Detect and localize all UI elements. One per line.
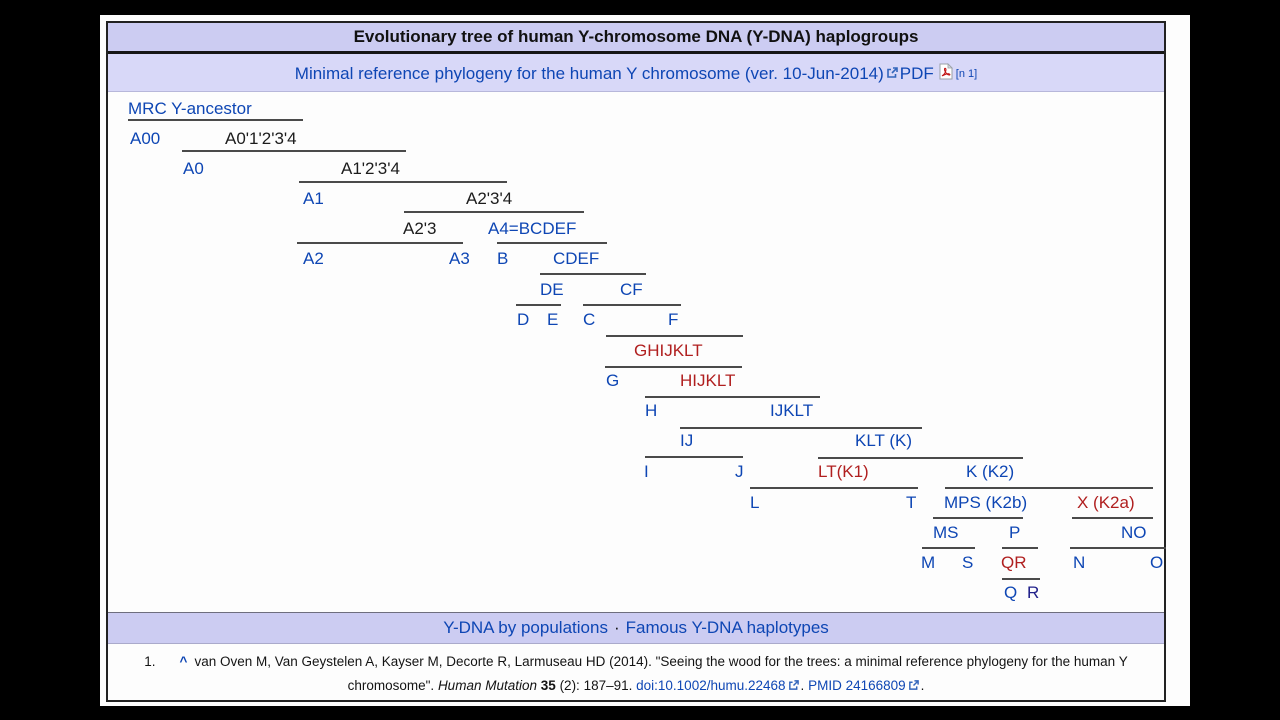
- haplogroup-l[interactable]: L: [750, 493, 760, 512]
- tree-branch-line: [1002, 547, 1038, 549]
- tree-branch-line: [297, 242, 463, 244]
- haplogroup-a1[interactable]: A1: [303, 189, 324, 208]
- footer-nav-bar: Y-DNA by populations · Famous Y-DNA hapl…: [108, 612, 1164, 644]
- haplogroup-k-k2[interactable]: K (K2): [966, 462, 1015, 481]
- external-link-icon[interactable]: [886, 64, 898, 84]
- haplogroup-ms[interactable]: MS: [933, 523, 959, 542]
- tree-branch-line: [1072, 517, 1153, 519]
- haplogroup-o[interactable]: O: [1150, 553, 1164, 572]
- haplogroup-m[interactable]: M: [921, 553, 936, 572]
- haplogroup-t[interactable]: T: [906, 493, 917, 512]
- phylogeny-external-link[interactable]: Minimal reference phylogeny for the huma…: [294, 63, 884, 83]
- page-background: [100, 15, 1190, 706]
- haplogroup-a3[interactable]: A3: [449, 249, 470, 268]
- haplogroup-p[interactable]: P: [1009, 523, 1021, 542]
- haplogroup-r[interactable]: R: [1027, 583, 1040, 602]
- page-title: Evolutionary tree of human Y-chromosome …: [353, 27, 919, 46]
- title-bar: Evolutionary tree of human Y-chromosome …: [108, 23, 1164, 54]
- tree-branch-line: [404, 211, 584, 213]
- haplogroup-cf[interactable]: CF: [620, 280, 643, 299]
- haplogroup-a4-bcdef[interactable]: A4=BCDEF: [488, 219, 577, 238]
- haplogroup-x-k2a: X (K2a): [1077, 493, 1135, 512]
- haplogroup-a0[interactable]: A0: [183, 159, 204, 178]
- haplogroup-a2-3: A2'3: [403, 219, 437, 238]
- tree-branch-line: [583, 304, 681, 306]
- tree-branch-line: [680, 427, 922, 429]
- journal-name: Human Mutation: [437, 678, 537, 693]
- tree-branch-line: [933, 517, 1023, 519]
- tree-branch-line: [497, 242, 607, 244]
- reference-line-1: 1. ^ van Oven M, Van Geystelen A, Kayser M…: [108, 650, 1164, 674]
- tree-branch-line: [606, 335, 743, 337]
- haplogroup-mps-k2b[interactable]: MPS (K2b): [944, 493, 1028, 512]
- haplogroup-lt-k1: LT(K1): [818, 462, 869, 481]
- haplogroup-q[interactable]: Q: [1004, 583, 1018, 602]
- haplogroup-a2-3-4: A2'3'4: [466, 189, 513, 208]
- pdf-file-icon[interactable]: [939, 62, 953, 85]
- haplogroup-g[interactable]: G: [606, 371, 620, 390]
- tree-branch-line: [182, 150, 406, 152]
- haplogroup-f[interactable]: F: [668, 310, 679, 329]
- reference-number: 1.: [144, 654, 156, 669]
- tree-branch-line: [818, 457, 1023, 459]
- doi-link[interactable]: doi:10.1002/humu.22468: [636, 678, 786, 693]
- haplogroup-qr: QR: [1001, 553, 1027, 572]
- ydna-by-populations-link[interactable]: Y-DNA by populations: [443, 618, 608, 637]
- haplogroup-de[interactable]: DE: [540, 280, 564, 299]
- infobox-border: [106, 21, 1166, 702]
- haplogroup-a00[interactable]: A00: [130, 129, 161, 148]
- external-link-icon: [788, 675, 799, 699]
- haplogroup-n[interactable]: N: [1073, 553, 1086, 572]
- tree-branch-line: [945, 487, 1153, 489]
- doi-period: .: [800, 678, 805, 693]
- haplogroup-a0-1-2-3-4: A0'1'2'3'4: [225, 129, 297, 148]
- reference-backlink[interactable]: ^: [179, 654, 188, 669]
- haplogroup-j[interactable]: J: [735, 462, 744, 481]
- tree-branch-line: [516, 304, 561, 306]
- haplogroup-no[interactable]: NO: [1121, 523, 1147, 542]
- haplogroup-b[interactable]: B: [497, 249, 509, 268]
- tree-branch-line: [645, 396, 820, 398]
- pmid-period: .: [920, 678, 925, 693]
- haplogroup-ghijklt: GHIJKLT: [634, 341, 703, 360]
- tree-branch-line: [128, 119, 303, 121]
- haplogroup-i[interactable]: I: [644, 462, 649, 481]
- haplogroup-s[interactable]: S: [962, 553, 974, 572]
- subtitle-bar: Minimal reference phylogeny for the huma…: [108, 54, 1164, 92]
- haplogroup-h[interactable]: H: [645, 401, 658, 420]
- haplogroup-c[interactable]: C: [583, 310, 596, 329]
- haplogroup-hijklt: HIJKLT: [680, 371, 736, 390]
- haplogroup-ijklt[interactable]: IJKLT: [770, 401, 814, 420]
- haplogroup-a2[interactable]: A2: [303, 249, 324, 268]
- tree-branch-line: [299, 181, 507, 183]
- famous-haplotypes-link[interactable]: Famous Y-DNA haplotypes: [625, 618, 829, 637]
- haplogroup-e[interactable]: E: [547, 310, 559, 329]
- tree-branch-line: [540, 273, 646, 275]
- journal-volume: 35: [540, 678, 556, 693]
- tree-branch-line: [605, 366, 742, 368]
- tree-branch-line: [922, 547, 975, 549]
- reference-line-2: chromosome". Human Mutation 35 (2): 187–…: [108, 674, 1164, 699]
- haplogroup-klt-k[interactable]: KLT (K): [855, 431, 912, 450]
- haplogroup-d[interactable]: D: [517, 310, 530, 329]
- haplogroup-a1-2-3-4: A1'2'3'4: [341, 159, 400, 178]
- journal-pages: (2): 187–91.: [559, 678, 633, 693]
- tree-branch-line: [750, 487, 918, 489]
- tree-branch-line: [1070, 547, 1166, 549]
- haplogroup-cdef[interactable]: CDEF: [553, 249, 600, 268]
- reference-section: 1. ^ van Oven M, Van Geystelen A, Kayser M…: [108, 650, 1164, 699]
- tree-branch-line: [1002, 578, 1040, 580]
- pdf-link[interactable]: PDF: [899, 63, 934, 83]
- tree-branch-line: [645, 456, 743, 458]
- external-link-icon: [908, 675, 919, 699]
- pmid-link[interactable]: PMID 24166809: [808, 678, 906, 693]
- haplogroup-mrc-y-ancestor[interactable]: MRC Y-ancestor: [128, 99, 252, 118]
- nav-separator: ·: [613, 618, 620, 637]
- reference-citation-text: van Oven M, Van Geystelen A, Kayser M, D…: [194, 654, 1128, 669]
- haplogroup-ij[interactable]: IJ: [680, 431, 694, 450]
- reference-citation-continued: chromosome".: [347, 678, 435, 693]
